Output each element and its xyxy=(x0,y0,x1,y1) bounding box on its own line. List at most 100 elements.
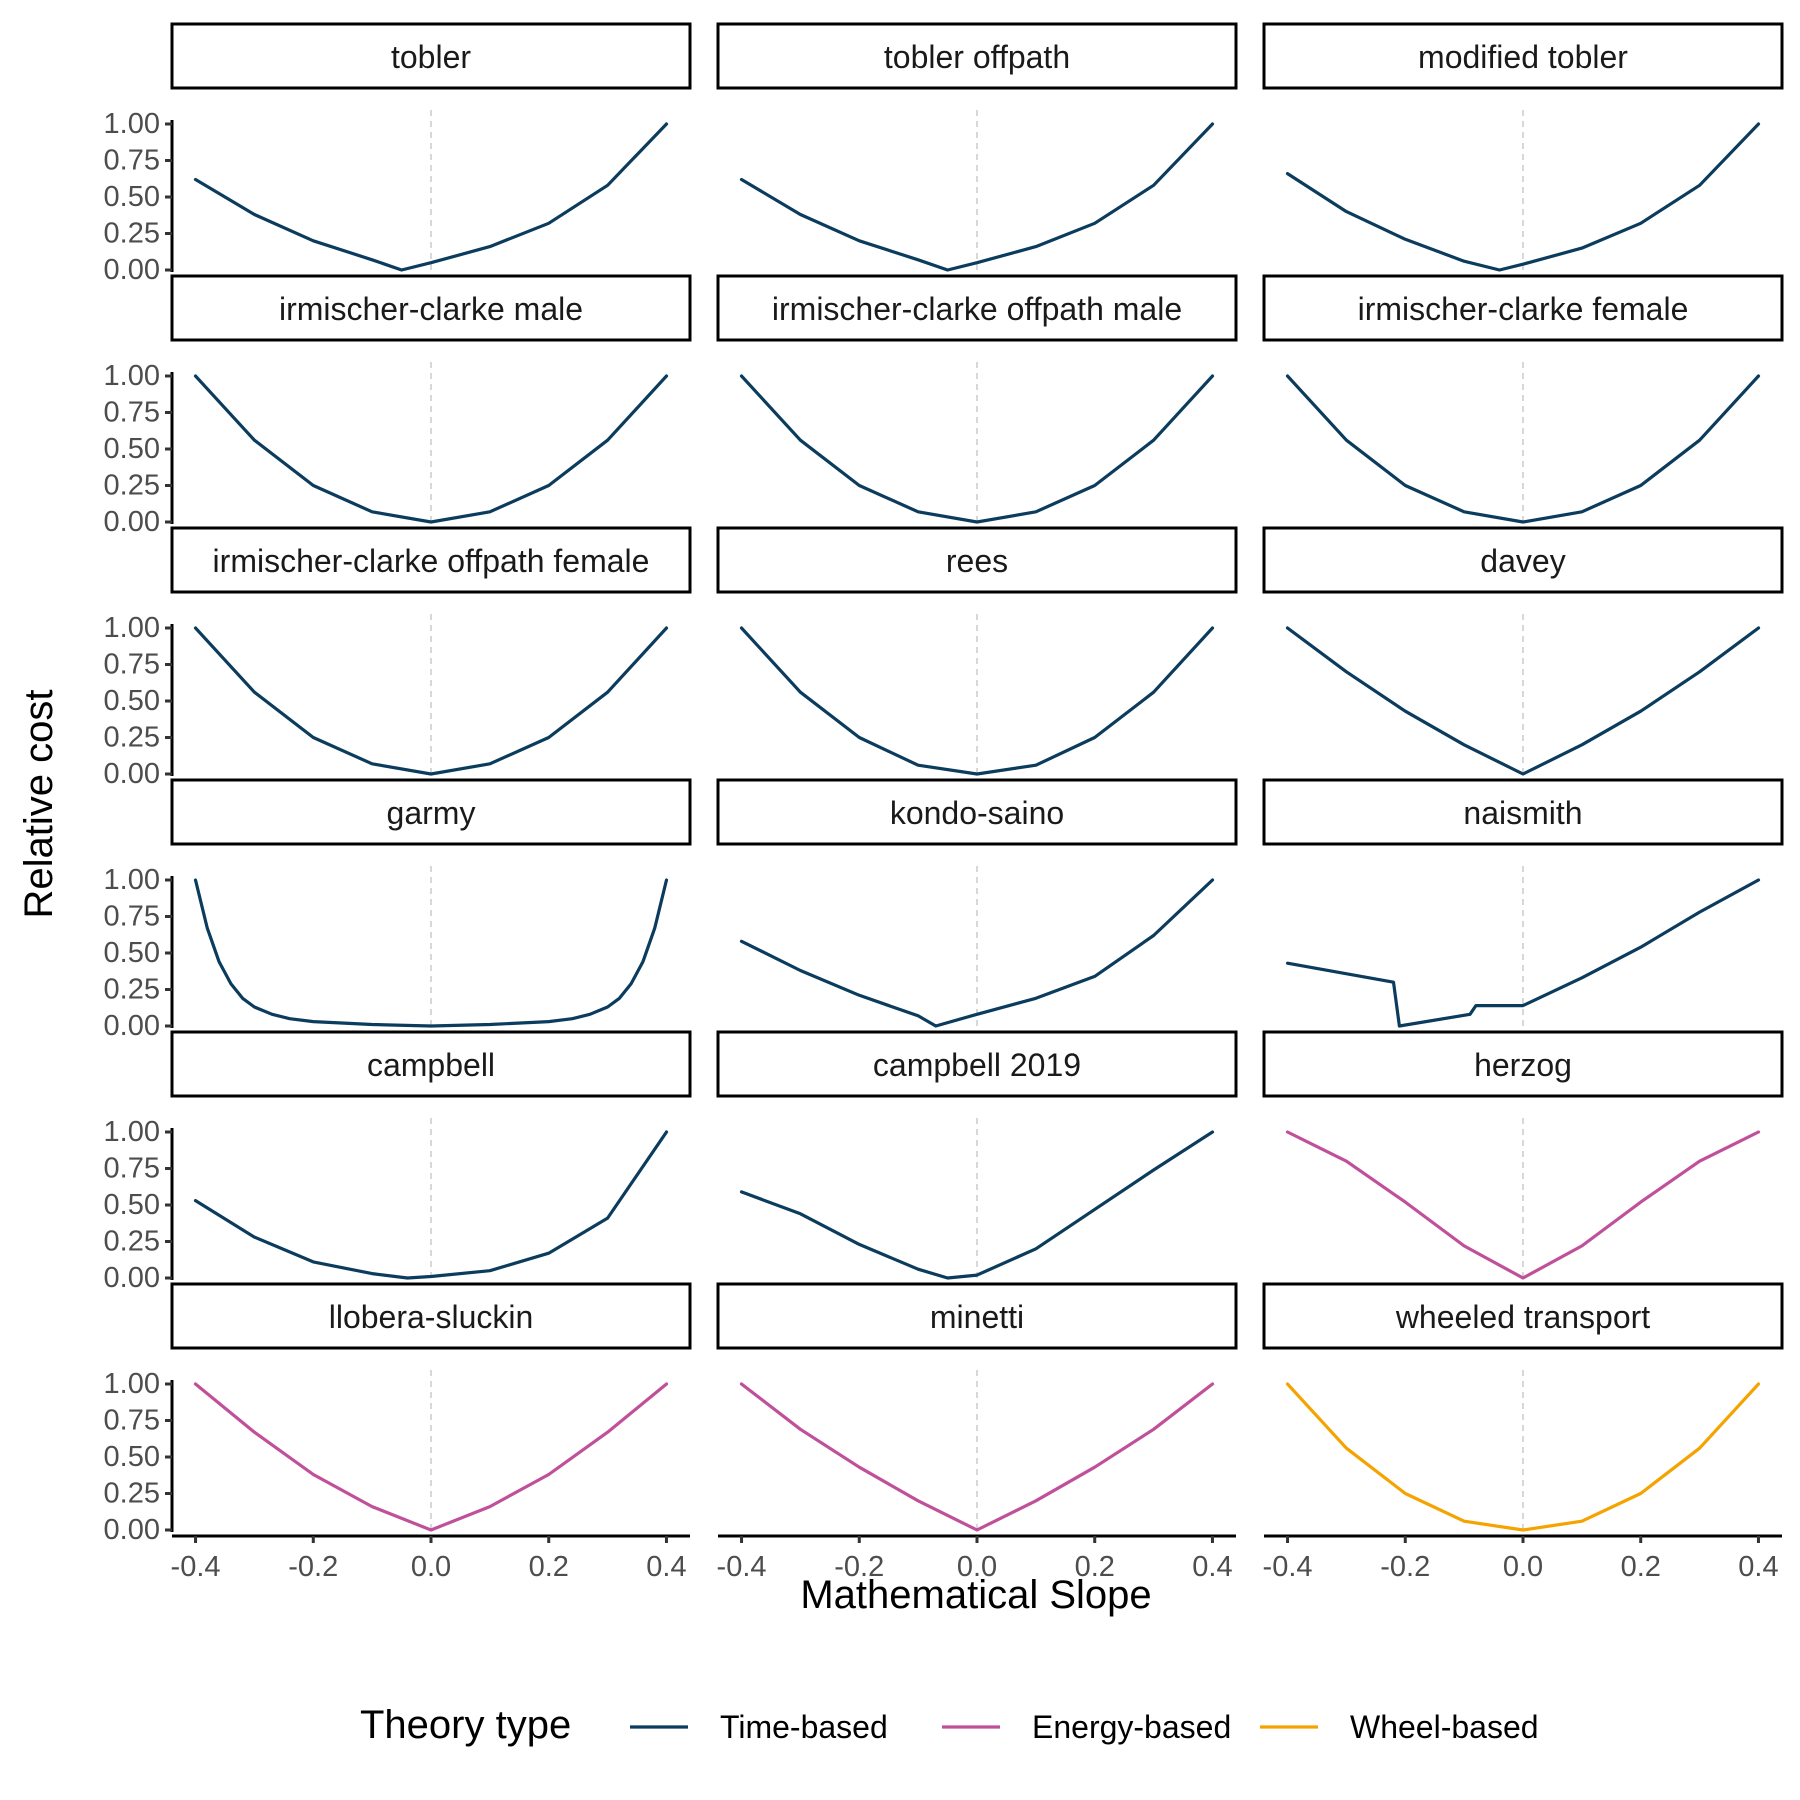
series-line xyxy=(739,122,1215,272)
y-tick-label: 0.25 xyxy=(104,470,160,502)
panel: campbell 2019 xyxy=(716,1030,1238,1290)
y-tick-label: 1.00 xyxy=(104,360,160,392)
y-tick-label: 0.00 xyxy=(104,1514,160,1546)
y-tick-label: 1.00 xyxy=(104,108,160,140)
panel-strip xyxy=(170,526,692,594)
panel-title: kondo-saino xyxy=(890,795,1064,831)
series-line xyxy=(193,1130,669,1280)
series-line xyxy=(1285,626,1761,776)
y-tick-label: 0.25 xyxy=(104,1226,160,1258)
panel-strip xyxy=(716,22,1238,90)
y-axis-title: Relative cost xyxy=(17,690,61,919)
y-tick-label: 0.25 xyxy=(104,218,160,250)
series-line xyxy=(193,1382,669,1532)
y-tick-label: 0.25 xyxy=(104,974,160,1006)
y-tick-label: 0.75 xyxy=(104,1405,160,1437)
x-tick-label: 0.4 xyxy=(1192,1551,1232,1583)
panel: llobera-sluckin 0.00 0.25 0.50 0.75 1.00 -0.4 -… xyxy=(104,1282,692,1583)
panel: kondo-saino xyxy=(716,778,1238,1038)
panel-strip xyxy=(716,1030,1238,1098)
panel-strip xyxy=(170,778,692,846)
legend: Theory type Time-based Energy-based Wheel-… xyxy=(360,1703,1539,1747)
panel-strip xyxy=(170,274,692,342)
panel: irmischer-clarke male 0.00 0.25 0.50 0.75 1.0… xyxy=(104,274,692,538)
series-line xyxy=(739,626,1215,776)
panel-strip xyxy=(170,1282,692,1350)
y-tick-label: 1.00 xyxy=(104,1368,160,1400)
panel: naismith xyxy=(1262,778,1784,1038)
y-tick-label: 0.75 xyxy=(104,145,160,177)
panel: campbell 0.00 0.25 0.50 0.75 1.00 xyxy=(104,1030,692,1294)
panel-title: naismith xyxy=(1463,795,1582,831)
y-tick-label: 0.00 xyxy=(104,1262,160,1294)
x-tick-label: -0.2 xyxy=(1380,1551,1430,1583)
x-tick-label: 0.0 xyxy=(957,1551,997,1583)
y-tick-label: 0.75 xyxy=(104,901,160,933)
y-tick-label: 0.25 xyxy=(104,1478,160,1510)
facet-panels: tobler 0.00 0.25 0.50 0.75 1.00 tobler offpath… xyxy=(104,22,1784,1583)
x-tick-label: 0.2 xyxy=(529,1551,569,1583)
y-tick-label: 0.00 xyxy=(104,254,160,286)
panel-title: herzog xyxy=(1474,1047,1572,1083)
series-line xyxy=(739,1382,1215,1532)
legend-label: Time-based xyxy=(720,1709,888,1745)
y-tick-label: 1.00 xyxy=(104,612,160,644)
y-tick-label: 0.75 xyxy=(104,397,160,429)
panel-title: garmy xyxy=(387,795,476,831)
panel-title: irmischer-clarke offpath male xyxy=(772,291,1182,327)
series-line xyxy=(739,878,1215,1028)
x-tick-label: 0.4 xyxy=(1738,1551,1778,1583)
x-tick-label: 0.0 xyxy=(1503,1551,1543,1583)
y-tick-label: 0.50 xyxy=(104,937,160,969)
legend-label: Wheel-based xyxy=(1350,1709,1539,1745)
panel-title: rees xyxy=(946,543,1008,579)
panel-title: davey xyxy=(1480,543,1565,579)
series-line xyxy=(1285,1382,1761,1532)
series-line xyxy=(193,122,669,272)
panel: modified tobler xyxy=(1262,22,1784,282)
panel-strip xyxy=(1262,274,1784,342)
y-tick-label: 1.00 xyxy=(104,864,160,896)
panel-title: irmischer-clarke female xyxy=(1358,291,1689,327)
x-tick-label: -0.2 xyxy=(288,1551,338,1583)
panel-title: campbell xyxy=(367,1047,495,1083)
panel-strip xyxy=(170,1030,692,1098)
panel-strip xyxy=(1262,1030,1784,1098)
panel-title: minetti xyxy=(930,1299,1024,1335)
panel-title: irmischer-clarke offpath female xyxy=(213,543,650,579)
panel: garmy 0.00 0.25 0.50 0.75 1.00 xyxy=(104,778,692,1042)
y-tick-label: 0.50 xyxy=(104,1441,160,1473)
y-tick-label: 0.50 xyxy=(104,181,160,213)
series-line xyxy=(1285,1130,1761,1280)
panel-strip xyxy=(716,778,1238,846)
series-line xyxy=(193,626,669,776)
y-tick-label: 0.50 xyxy=(104,433,160,465)
panel-title: irmischer-clarke male xyxy=(279,291,583,327)
x-tick-label: 0.4 xyxy=(646,1551,686,1583)
series-line xyxy=(1285,878,1761,1028)
y-tick-label: 1.00 xyxy=(104,1116,160,1148)
series-line xyxy=(193,374,669,524)
x-axis-title: Mathematical Slope xyxy=(800,1573,1151,1617)
panel-strip xyxy=(716,274,1238,342)
x-tick-label: -0.4 xyxy=(717,1551,767,1583)
legend-entries: Time-based Energy-based Wheel-based xyxy=(630,1709,1539,1745)
panel-title: tobler offpath xyxy=(884,39,1070,75)
x-tick-label: 0.2 xyxy=(1075,1551,1115,1583)
legend-title: Theory type xyxy=(360,1703,571,1747)
y-tick-label: 0.50 xyxy=(104,685,160,717)
panel-strip xyxy=(716,1282,1238,1350)
panel: irmischer-clarke offpath female 0.00 0.25 0… xyxy=(104,526,692,790)
y-tick-label: 0.25 xyxy=(104,722,160,754)
x-tick-label: -0.2 xyxy=(834,1551,884,1583)
panel-strip xyxy=(1262,526,1784,594)
panel: irmischer-clarke female xyxy=(1262,274,1784,534)
panel-strip xyxy=(716,526,1238,594)
x-tick-label: 0.2 xyxy=(1621,1551,1661,1583)
series-line xyxy=(1285,122,1761,272)
panel-strip xyxy=(1262,1282,1784,1350)
series-line xyxy=(739,374,1215,524)
x-tick-label: 0.0 xyxy=(411,1551,451,1583)
